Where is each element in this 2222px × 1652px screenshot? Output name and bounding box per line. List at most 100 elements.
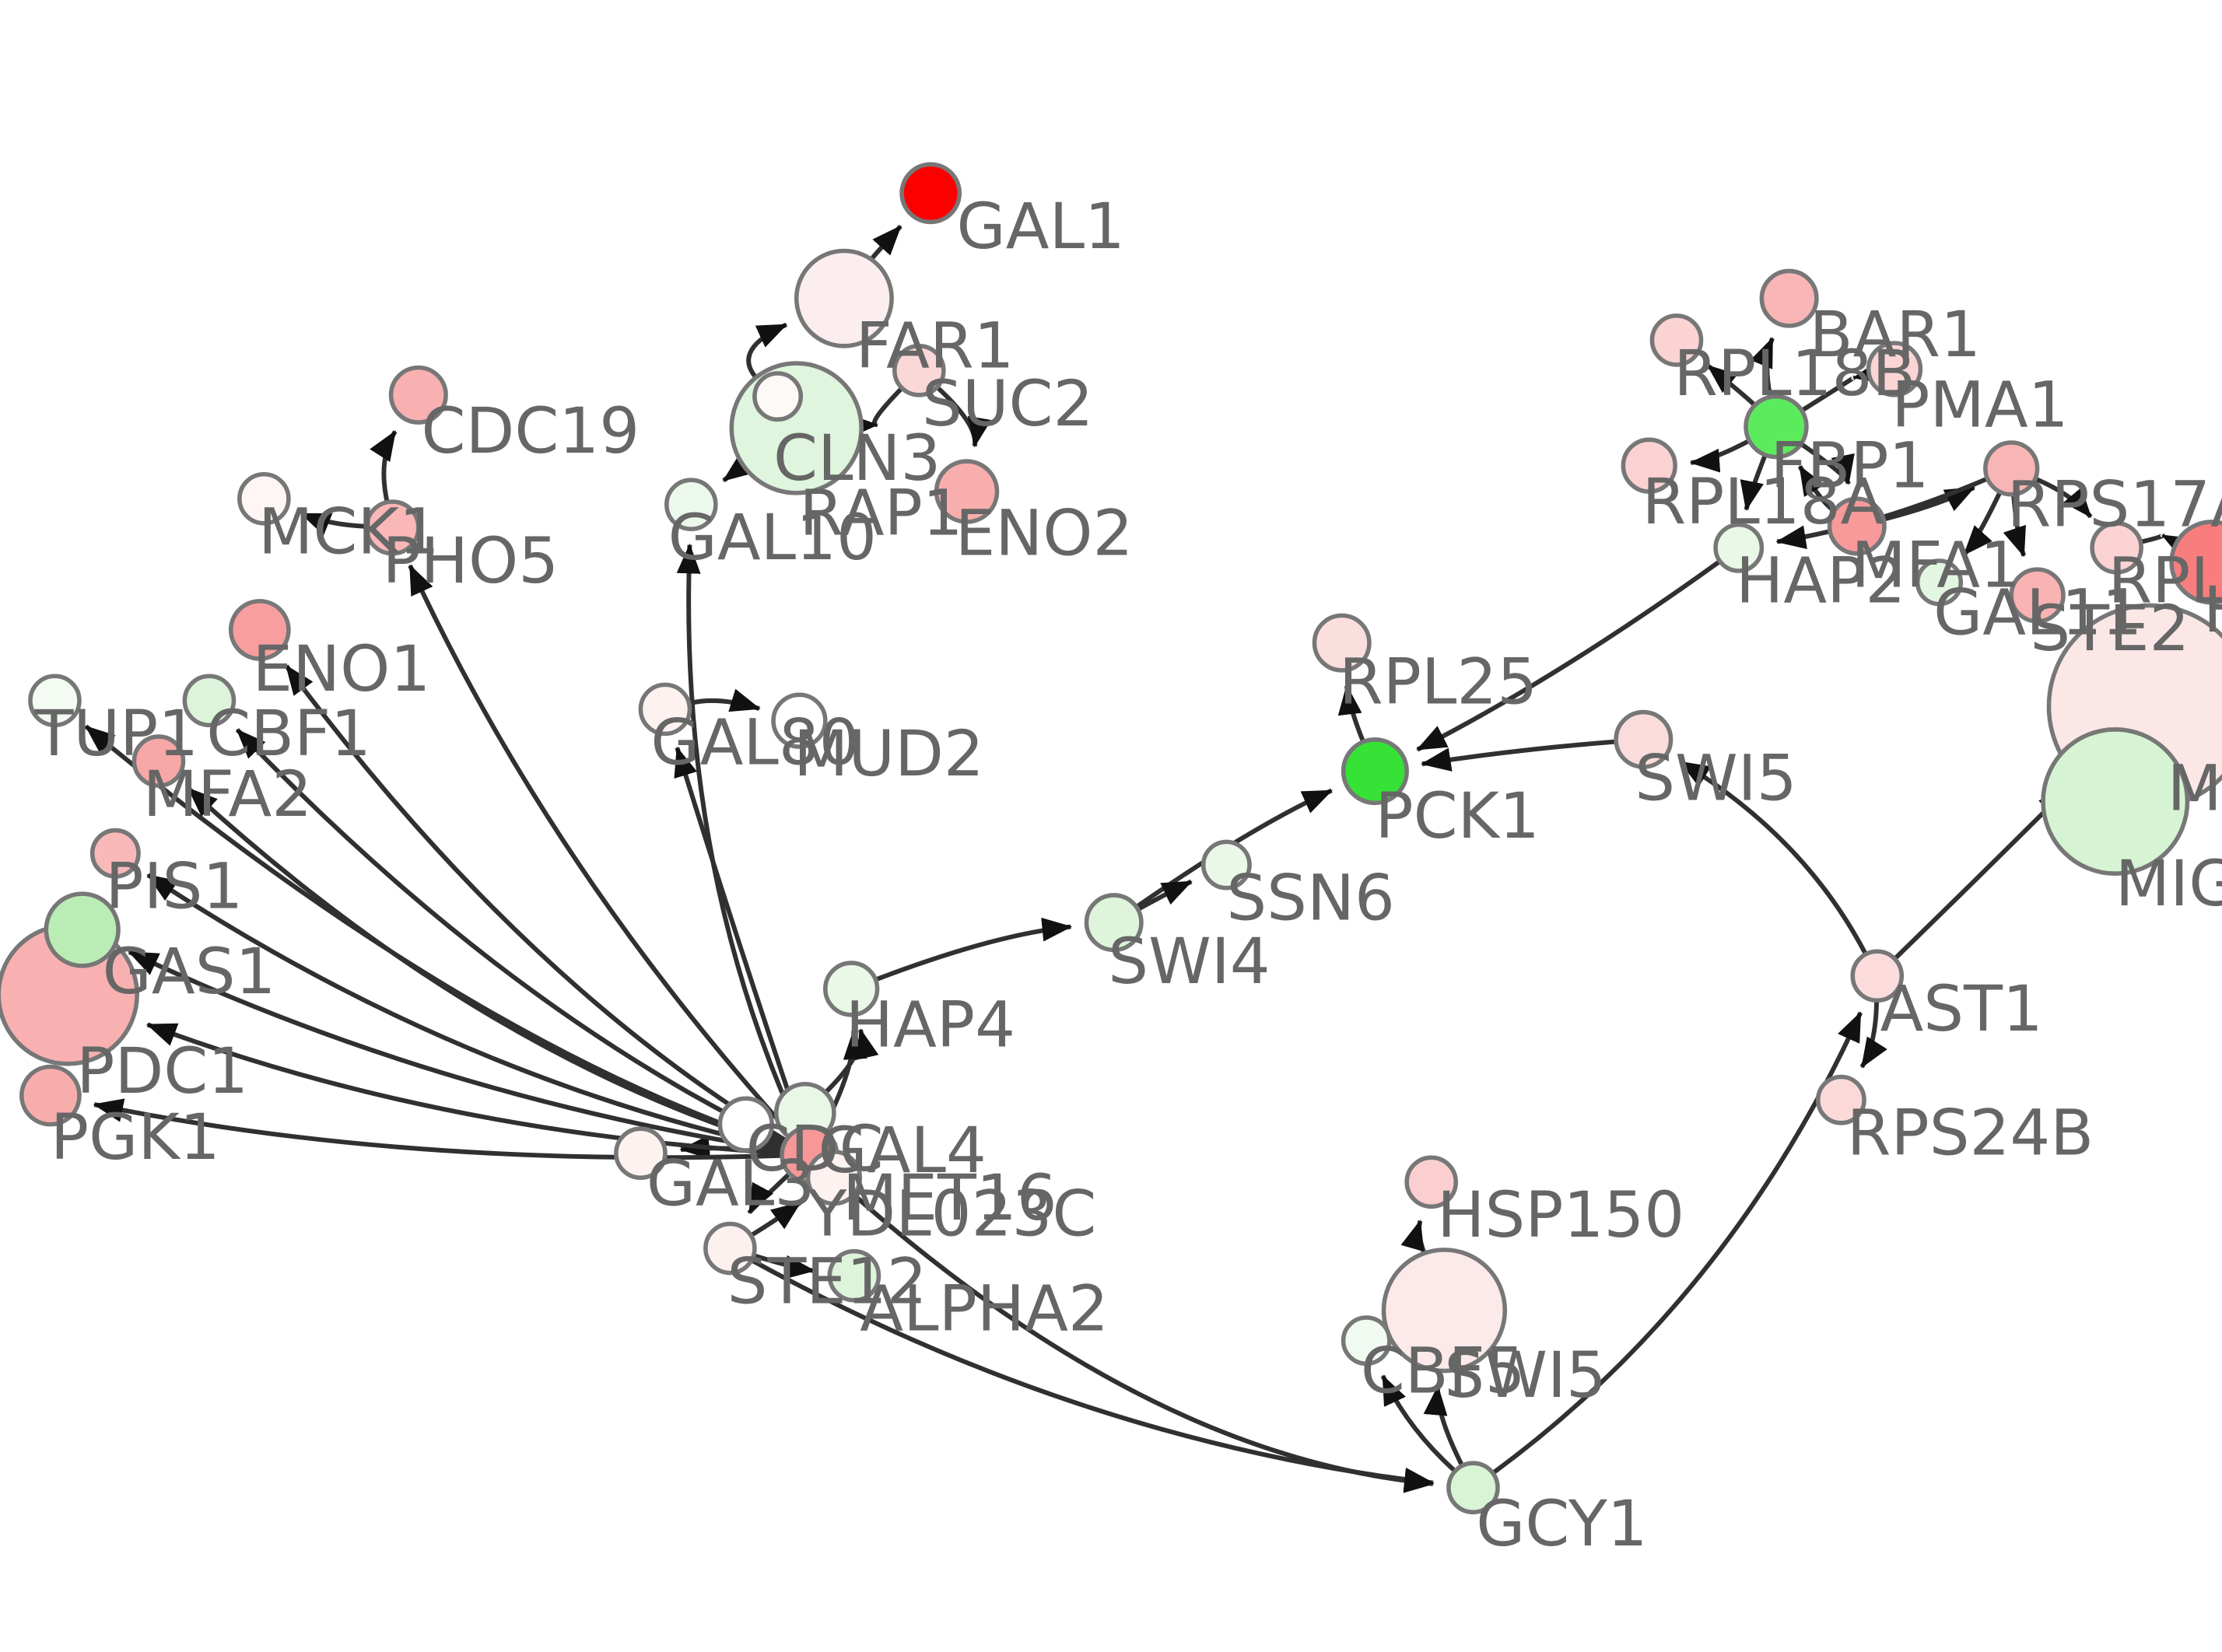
node-rpl18b[interactable]: RPL18B [1649,313,1704,367]
node-eno2[interactable]: ENO2 [934,459,1000,524]
edge-gcy1-to-cbf5 [1380,1374,1456,1472]
node-swi5b[interactable]: SWI5 [1381,1248,1508,1374]
node-suc2[interactable]: SUC2 [892,344,946,397]
node-rpl25[interactable]: RPL25 [1312,613,1372,673]
node-label-ast1: AST1 [1880,972,2042,1046]
edge-gal4-to-pho5 [408,564,792,1136]
node-hsp150[interactable]: HSP150 [1404,1155,1459,1209]
edge-gal4-to-gas1 [128,950,782,1153]
edge-suc2-to-eno2 [936,386,992,448]
edge-suc2-to-cln3 [848,387,903,439]
node-cbf1[interactable]: CBF1 [182,674,237,728]
edge-pho5-to-mck1 [300,511,366,536]
edge-ast1-to-swi5 [1679,759,1867,954]
edge-ste12-to-ydl023c [751,1200,802,1237]
edge-gal4-to-ste12 [747,1172,790,1215]
node-ydl023c[interactable]: YDL023C [805,1150,863,1206]
edge-gal4-to-pgk1 [93,1098,781,1160]
node-pck1[interactable]: PCK1 [1341,737,1409,806]
node-hap2[interactable]: HAP2 [1713,522,1765,573]
node-gal10[interactable]: GAL10 [664,478,718,531]
node-pho5[interactable]: PHO5 [364,499,421,556]
node-label-cdc19: CDC19 [422,394,640,468]
edge-swi5b-to-hsp150 [1400,1219,1426,1253]
edge-fbp1-to-rpl18b [1706,363,1756,406]
node-alpha2[interactable]: ALPHA2 [827,1248,881,1303]
node-far1[interactable]: FAR1 [794,248,894,348]
node-tup1[interactable]: TUP1 [28,674,82,728]
edge-cln3-to-far1 [746,322,788,378]
edge-fbp1-to-bar1 [1750,337,1775,397]
edge-ast1-to-mcm1 [1894,787,2070,960]
edge-rpl16a-to-his4 [2141,533,2194,560]
node-mud2[interactable]: MUD2 [771,692,828,749]
node-ast1[interactable]: AST1 [1850,949,1905,1003]
edge-far1-to-gal1 [870,224,902,260]
edge-fbp1-to-mfa1 [1800,443,1855,485]
node-gal3[interactable]: GAL3 [614,1126,668,1181]
edge-pck1-to-rpl25 [1337,684,1365,742]
edge-ste12-to-alpha2 [754,1253,816,1279]
edge-layer [84,224,2194,1493]
node-pma1[interactable]: PMA1 [1866,341,1923,397]
edge-gal4-to-cbf1 [235,728,785,1145]
edge-hap2-to-pck1 [1416,560,1720,752]
edge-rps17a-to-rpl16a [2035,477,2093,519]
edge-fbp1-to-pma1 [1801,360,1884,412]
node-hap4[interactable]: HAP4 [823,961,880,1017]
edge-gal4-to-pdc1 [145,1022,781,1156]
edge-swi4-to-ssn6 [1137,879,1193,911]
node-rap1[interactable]: RAP1 [752,371,804,422]
edge-gal80-to-mud2 [689,688,761,712]
node-rpl18a[interactable]: RPL18A [1621,437,1677,494]
edge-gal4-to-gal10 [676,543,800,1130]
edge-gal4-to-gal80 [674,746,803,1129]
node-eno1[interactable]: ENO1 [228,599,291,661]
edge-hap4-to-swi4 [876,917,1073,982]
node-mig1[interactable]: MIG1 [2041,727,2190,876]
node-label-hsp150: HSP150 [1437,1178,1684,1252]
node-cdc19[interactable]: CDC19 [388,365,448,425]
node-ste2[interactable]: STE2 [2009,567,2066,624]
node-label-rps24b: RPS24B [1847,1097,2094,1171]
edge-gal4-to-pis1 [146,873,782,1151]
node-pgk1[interactable]: PGK1 [19,1064,82,1127]
edge-ast1-to-rps24b [1859,1002,1887,1069]
node-label-met16: MET16 [843,1161,1057,1235]
node-mck1[interactable]: MCK1 [237,471,291,526]
node-gal80[interactable]: GAL80 [638,682,692,737]
node-label-suc2: SUC2 [922,367,1093,441]
edge-gcy1-to-ast1 [1492,1011,1863,1475]
node-label-gal1: GAL1 [957,190,1125,264]
node-ste12[interactable]: STE12 [703,1221,757,1276]
edge-mfa1-to-fbp1 [1797,465,1835,513]
edge-pho5-to-cdc19 [370,430,398,502]
node-rps24b[interactable]: RPS24B [1815,1074,1866,1125]
node-mfa1[interactable]: MFA1 [1827,496,1887,556]
node-rpl16a[interactable]: RPL16A [2090,521,2143,575]
node-swi4[interactable]: SWI4 [1084,893,1144,953]
node-rps17a[interactable]: RPS17A [1983,440,2040,497]
node-cbf5[interactable]: CBF5 [1341,1315,1392,1367]
node-bar1[interactable]: BAR1 [1759,268,1819,328]
node-ssn6[interactable]: SSN6 [1200,839,1252,891]
node-mfa2[interactable]: MFA2 [131,734,186,788]
edge-rps17a-to-gal11 [1962,492,2002,556]
node-pis1[interactable]: PIS1 [89,828,141,879]
node-gcy1[interactable]: GCY1 [1446,1461,1500,1515]
node-his4[interactable]: HIS4 [2169,520,2222,605]
node-fbp1[interactable]: FBP1 [1744,394,1809,460]
node-cdc[interactable]: CDC [717,1096,774,1153]
node-gal1[interactable]: GAL1 [899,162,962,225]
node-gas1[interactable]: GAS1 [44,891,121,968]
edge-fbp1-to-rpl18a [1689,439,1750,473]
node-label-gcy1: GCY1 [1476,1487,1648,1561]
node-label-rpl25: RPL25 [1339,645,1537,719]
node-gal11[interactable]: GAL11 [1915,558,1964,607]
node-swi5[interactable]: SWI5 [1614,709,1674,769]
node-label-ssn6: SSN6 [1226,861,1395,935]
edge-fbp1-to-hap2 [1740,455,1767,511]
edge-rps17a-to-ste2 [2003,495,2027,558]
